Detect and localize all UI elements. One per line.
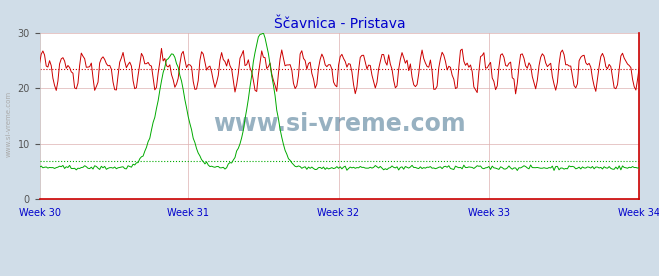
Title: Ščavnica - Pristava: Ščavnica - Pristava [273,17,405,31]
Text: www.si-vreme.com: www.si-vreme.com [5,91,12,157]
Text: www.si-vreme.com: www.si-vreme.com [213,112,466,136]
Legend: temperatura [C], pretok [m3/s]: temperatura [C], pretok [m3/s] [236,275,443,276]
